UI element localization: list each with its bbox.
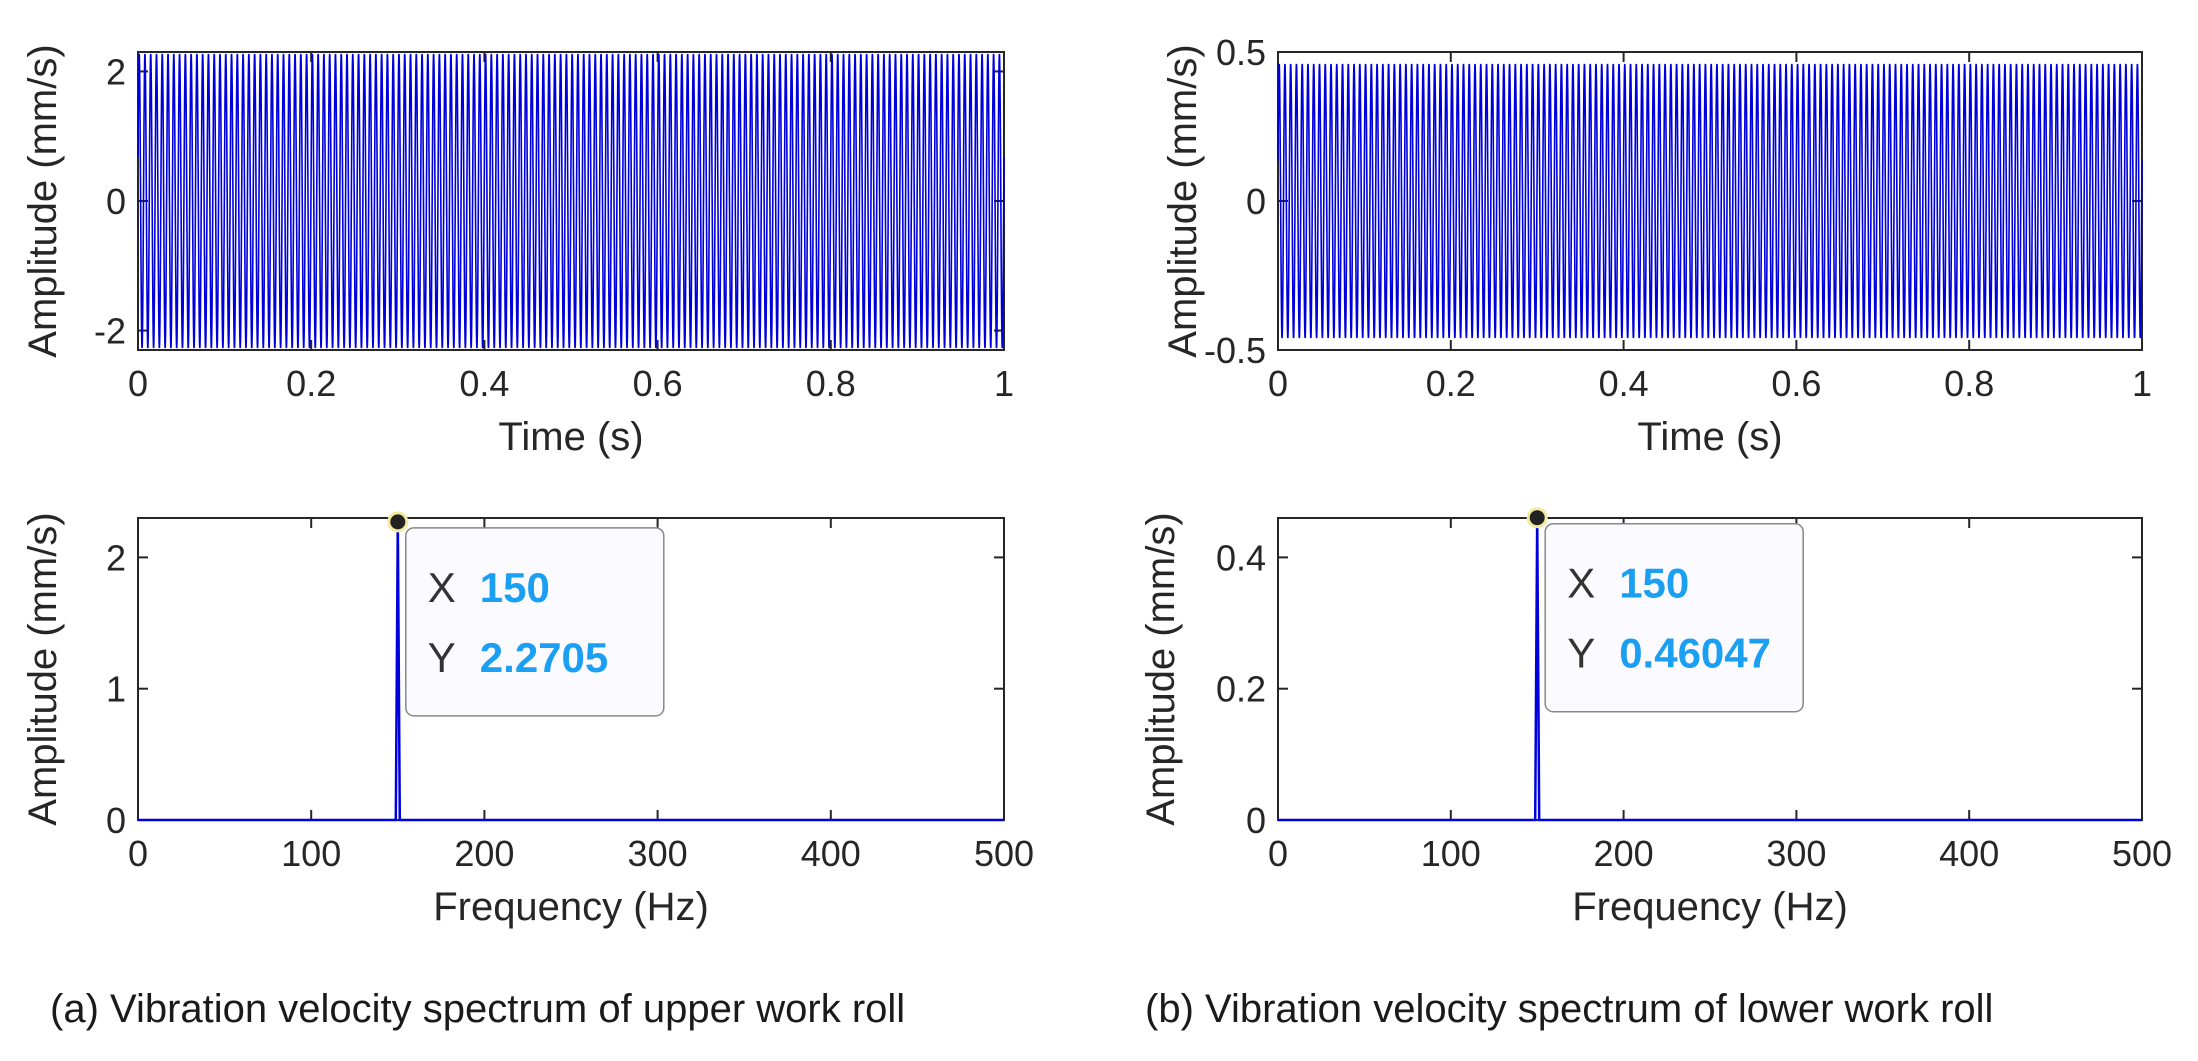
x-tick-label: 1 (2132, 363, 2152, 404)
y-tick-label: 0 (1246, 800, 1266, 841)
datatip-y-key: Y (428, 634, 456, 681)
chart-a-freq (137, 511, 1005, 822)
x-tick-label: 0 (128, 363, 148, 404)
x-tick-label: 100 (281, 833, 341, 874)
x-tick-label: 500 (974, 833, 1034, 874)
signal-line (1277, 63, 2143, 339)
datatip-box (405, 527, 665, 717)
x-tick-label: 300 (628, 833, 688, 874)
datatip-x-value: 150 (480, 564, 550, 611)
x-tick-label: 0.6 (1771, 363, 1821, 404)
y-tick-label: -2 (94, 311, 126, 352)
datatip-x-key: X (1567, 560, 1595, 607)
datatip-marker (1526, 507, 1548, 529)
x-axis-label: Frequency (Hz) (1572, 885, 1848, 929)
caption-b: (b) Vibration velocity spectrum of lower… (1145, 987, 1994, 1031)
y-tick-label: 0 (106, 800, 126, 841)
y-tick-label: 0.4 (1216, 537, 1266, 578)
y-axis-label: Amplitude (mm/s) (1139, 512, 1183, 825)
signal-line (137, 53, 1005, 349)
caption-a: (a) Vibration velocity spectrum of upper… (50, 987, 906, 1031)
chart-a-time (137, 51, 1005, 351)
x-tick-label: 300 (1766, 833, 1826, 874)
x-tick-label: 0.8 (1944, 363, 1994, 404)
chart-b-freq (1277, 507, 2143, 822)
x-tick-label: 1 (994, 363, 1014, 404)
datatip-x-value: 150 (1619, 560, 1689, 607)
y-tick-label: -0.5 (1204, 330, 1266, 371)
x-tick-label: 400 (801, 833, 861, 874)
y-tick-label: 0 (106, 181, 126, 222)
x-tick-label: 0 (1268, 363, 1288, 404)
x-tick-label: 100 (1421, 833, 1481, 874)
y-axis-label: Amplitude (mm/s) (21, 44, 65, 357)
x-tick-label: 0.4 (1599, 363, 1649, 404)
y-tick-label: 2 (106, 51, 126, 92)
x-tick-label: 0.2 (1426, 363, 1476, 404)
datatip-box (1544, 522, 1804, 713)
x-tick-label: 0 (1268, 833, 1288, 874)
y-tick-label: 0.5 (1216, 32, 1266, 73)
datatip-x-key: X (428, 564, 456, 611)
y-tick-label: 2 (106, 537, 126, 578)
datatip-y-value: 2.2705 (480, 634, 608, 681)
x-tick-label: 0.6 (633, 363, 683, 404)
datatip-y-value: 0.46047 (1619, 630, 1771, 677)
x-axis-label: Time (s) (1637, 415, 1782, 459)
x-tick-label: 500 (2112, 833, 2172, 874)
y-tick-label: 0 (1246, 181, 1266, 222)
x-tick-label: 200 (1594, 833, 1654, 874)
x-tick-label: 0 (128, 833, 148, 874)
y-tick-label: 1 (106, 669, 126, 710)
y-axis-label: Amplitude (mm/s) (21, 512, 65, 825)
datatip-marker (387, 511, 409, 533)
y-tick-label: 0.2 (1216, 669, 1266, 710)
x-tick-label: 0.2 (286, 363, 336, 404)
x-tick-label: 200 (454, 833, 514, 874)
x-axis-label: Frequency (Hz) (433, 885, 709, 929)
chart-b-time (1277, 51, 2143, 351)
x-tick-label: 400 (1939, 833, 1999, 874)
x-tick-label: 0.8 (806, 363, 856, 404)
x-tick-label: 0.4 (459, 363, 509, 404)
datatip-y-key: Y (1567, 630, 1595, 677)
y-axis-label: Amplitude (mm/s) (1161, 44, 1205, 357)
x-axis-label: Time (s) (498, 415, 643, 459)
